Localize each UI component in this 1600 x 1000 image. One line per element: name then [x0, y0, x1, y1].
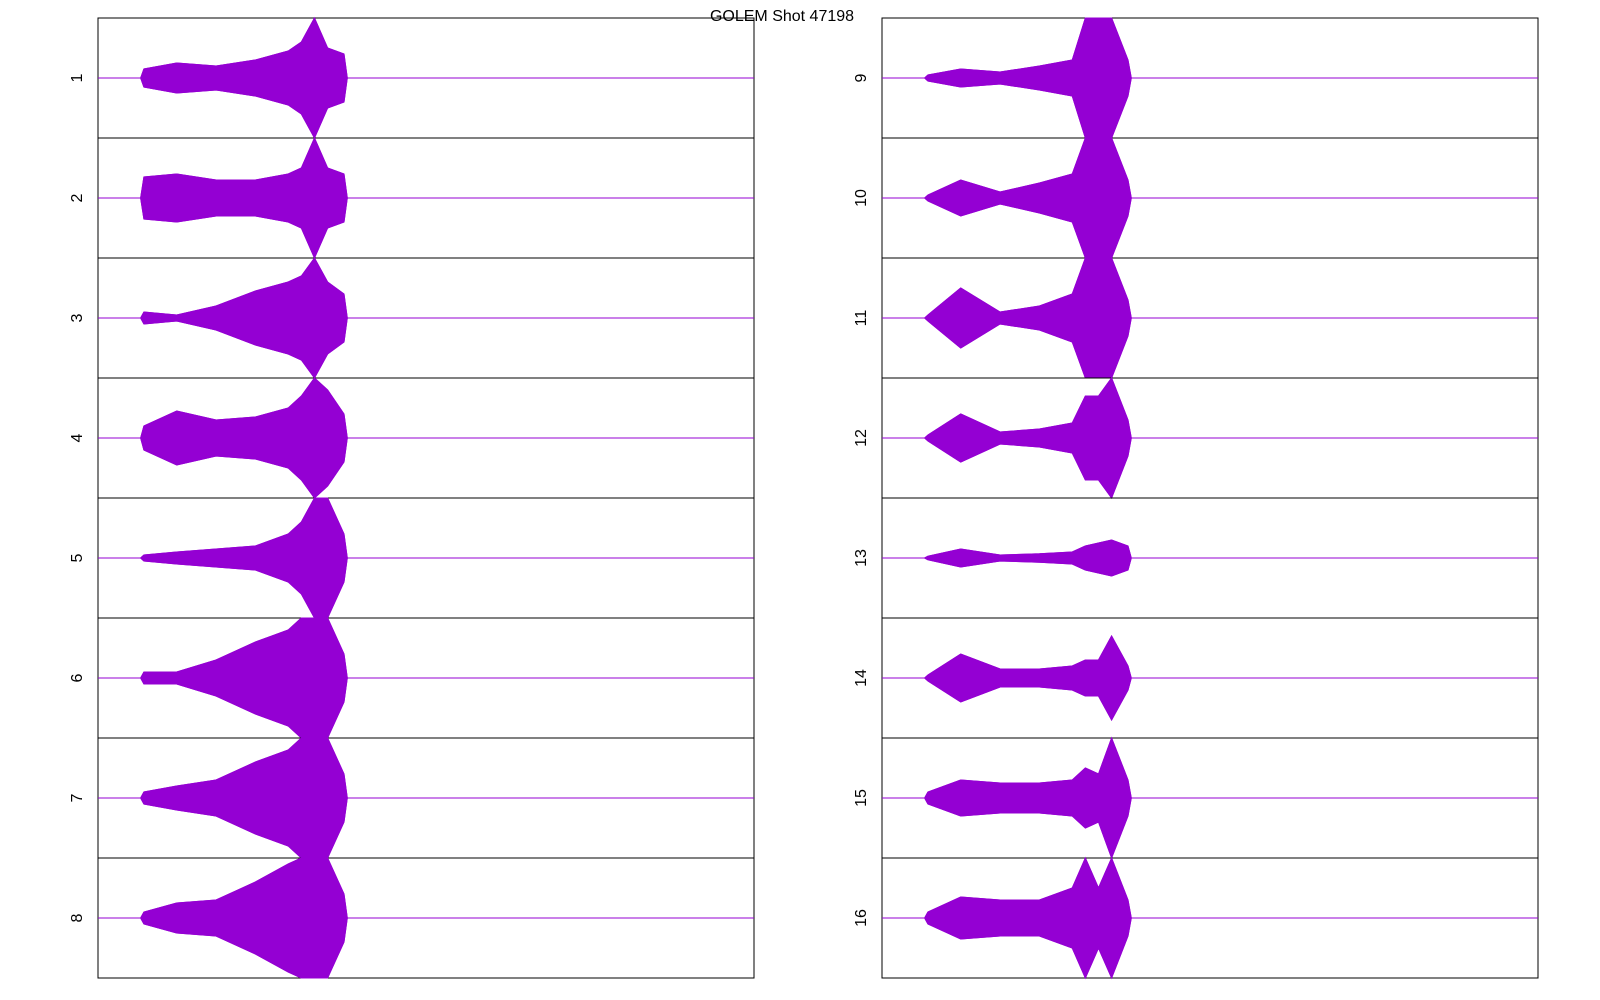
signal-lower: [98, 437, 754, 499]
signal-upper: [882, 539, 1538, 559]
signal-upper: [98, 497, 754, 559]
signal-lower: [98, 917, 754, 979]
panel-label: 4: [69, 433, 86, 442]
signal-upper: [882, 17, 1538, 79]
signal-lower: [882, 317, 1538, 379]
figure-title: GOLEM Shot 47198: [710, 8, 854, 25]
signal-upper: [98, 16, 754, 79]
signal-upper: [882, 137, 1538, 199]
panel-label: 3: [69, 313, 86, 322]
signal-lower: [98, 797, 754, 859]
panel-label: 9: [853, 73, 870, 82]
panel-label: 5: [69, 553, 86, 562]
signal-upper: [98, 737, 754, 799]
panel-label: 10: [853, 189, 870, 207]
signal-upper: [882, 856, 1538, 919]
signal-lower: [98, 317, 754, 379]
signal-lower: [98, 677, 754, 739]
panel-label: 16: [853, 909, 870, 927]
signal-upper: [98, 617, 754, 679]
signal-upper: [98, 377, 754, 439]
signal-lower: [98, 77, 754, 140]
panel-label: 14: [853, 669, 870, 687]
panel-label: 8: [69, 913, 86, 922]
panel-label: 11: [853, 310, 870, 327]
signal-lower: [882, 197, 1538, 259]
panel-label: 12: [853, 429, 870, 447]
signal-lower: [98, 557, 754, 619]
signal-upper: [98, 136, 754, 199]
signal-upper: [98, 857, 754, 919]
panel-label: 13: [853, 549, 870, 567]
signal-upper: [882, 736, 1538, 799]
signal-lower: [882, 917, 1538, 980]
signal-lower: [882, 77, 1538, 139]
signal-upper: [882, 257, 1538, 319]
signal-upper: [98, 257, 754, 319]
signal-lower: [98, 197, 754, 260]
signal-lower: [882, 797, 1538, 860]
panel-label: 7: [69, 793, 86, 802]
signal-lower: [882, 677, 1538, 722]
signal-upper: [882, 376, 1538, 439]
signal-lower: [882, 437, 1538, 500]
panel-label: 15: [853, 789, 870, 807]
signal-upper: [882, 634, 1538, 679]
panel-label: 1: [69, 73, 86, 82]
panel-label: 2: [69, 193, 86, 202]
signal-lower: [882, 557, 1538, 577]
panel-label: 6: [69, 673, 86, 682]
